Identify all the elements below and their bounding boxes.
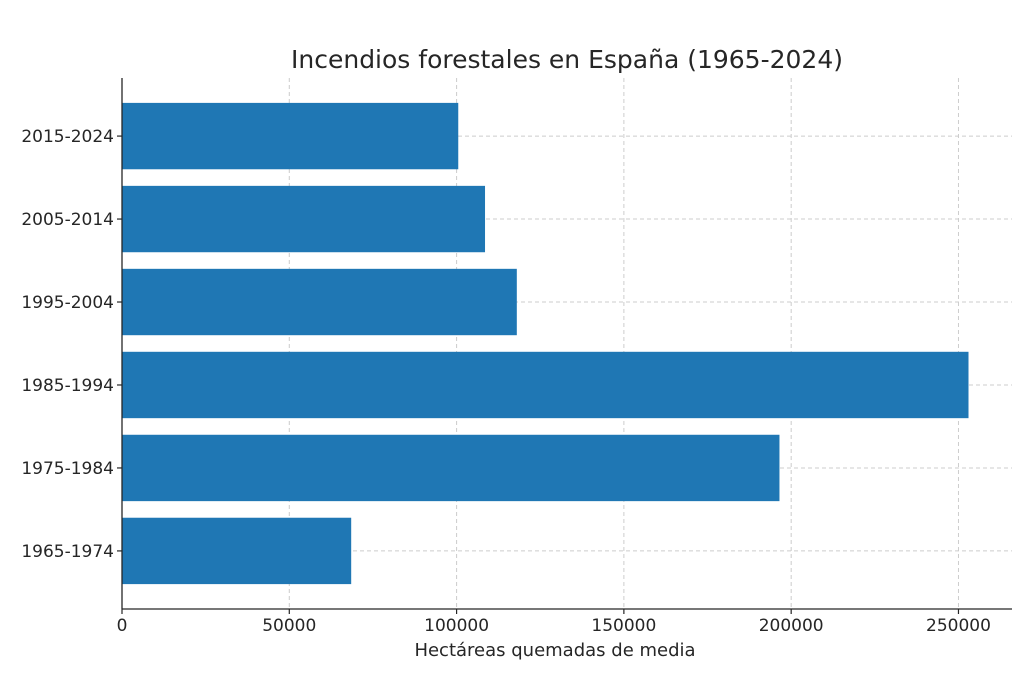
x-tick-label: 200000 [759, 616, 824, 636]
x-tick-label: 150000 [591, 616, 656, 636]
x-tick-label: 50000 [262, 616, 316, 636]
y-tick-label: 1995-2004 [21, 293, 114, 313]
y-tick-label: 1975-1984 [21, 459, 114, 479]
y-tick-label: 2015-2024 [21, 127, 114, 147]
bars [122, 102, 969, 585]
x-axis-label: Hectáreas quemadas de media [414, 640, 695, 661]
axes: 0 50000 100000 150000 200000 250000 1965-1974 1… [21, 78, 1012, 636]
y-tick-label: 1965-1974 [21, 542, 114, 562]
bar-2005-2014 [122, 185, 486, 253]
bar-2015-2024 [122, 102, 459, 170]
bar-1965-1974 [122, 517, 352, 585]
x-tick-label: 250000 [926, 616, 991, 636]
x-tick-label: 0 [117, 616, 128, 636]
x-tick-label: 100000 [424, 616, 489, 636]
bar-1995-2004 [122, 268, 517, 336]
bar-1985-1994 [122, 351, 969, 419]
y-tick-label: 1985-1994 [21, 376, 114, 396]
chart-title: Incendios forestales en España (1965-202… [291, 45, 843, 74]
y-tick-label: 2005-2014 [21, 210, 114, 230]
bar-1975-1984 [122, 434, 780, 502]
